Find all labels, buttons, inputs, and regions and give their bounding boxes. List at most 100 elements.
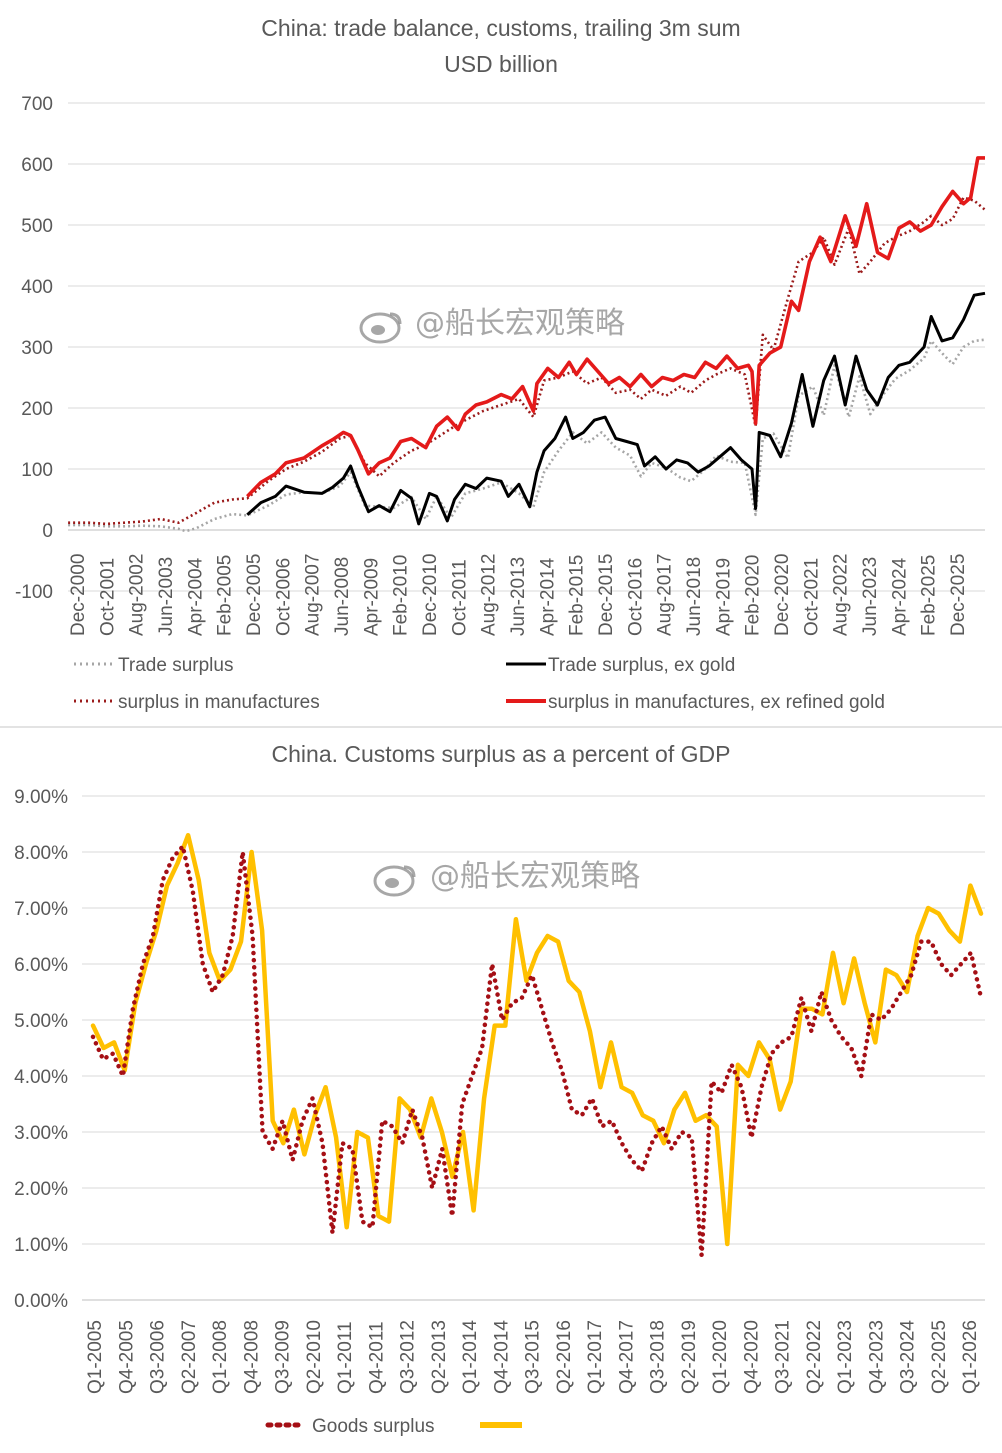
legend-label-goods-surplus: Goods surplus [312, 1416, 435, 1437]
x-tick-label: Q3-2024 [898, 1320, 919, 1394]
y-axis-ticks: 700 600 500 400 300 200 100 0 -100 [15, 94, 53, 603]
series-lines [68, 156, 986, 533]
y-tick-label: 1.00% [14, 1235, 68, 1256]
x-tick-label: Q1-2020 [710, 1320, 731, 1394]
x-tick-label: Q4-2017 [616, 1320, 637, 1394]
x-tick-label: Q2-2010 [304, 1320, 325, 1394]
y-tick-label: 400 [21, 277, 53, 298]
x-tick-label: Apr-2009 [361, 558, 382, 636]
series-line-0 [68, 338, 986, 533]
x-tick-label: Q1-2011 [335, 1321, 356, 1394]
x-tick-label: Q2-2016 [554, 1320, 575, 1394]
y-tick-label: 300 [21, 338, 53, 359]
x-tick-label: Jun-2013 [508, 557, 529, 636]
top-chart-panel: China: trade balance, customs, trailing … [0, 0, 1002, 726]
watermark-text: @船长宏观策略 [415, 306, 625, 341]
x-tick-label: Apr-2004 [185, 557, 206, 636]
x-tick-label: Jun-2003 [156, 557, 177, 636]
y-tick-label: 200 [21, 399, 53, 420]
x-tick-label: Jun-2023 [860, 557, 881, 636]
x-tick-label: Q3-2012 [398, 1320, 419, 1394]
surplus-gdp-chart: China. Customs surplus as a percent of G… [14, 741, 985, 1437]
x-tick-label: Feb-2020 [743, 555, 764, 636]
y-tick-label: 2.00% [14, 1179, 68, 1200]
x-tick-label: Apr-2019 [713, 558, 734, 636]
y-axis-ticks: 9.00% 8.00% 7.00% 6.00% 5.00% 4.00% 3.00% 2.00%… [14, 787, 68, 1312]
gridlines [68, 102, 985, 592]
legend: Goods surplus [265, 1416, 522, 1437]
x-tick-label: Q4-2011 [366, 1321, 387, 1394]
y-tick-label: 9.00% [14, 787, 68, 808]
legend-label-trade-surplus-ex-gold: Trade surplus, ex gold [548, 655, 735, 676]
x-tick-label: Q4-2008 [241, 1320, 262, 1394]
x-tick-label: Jun-2008 [332, 557, 353, 636]
x-tick-label: Dec-2020 [772, 554, 793, 636]
weibo-logo-icon [373, 865, 416, 897]
x-tick-label: Q2-2007 [179, 1320, 200, 1394]
x-tick-label: Q1-2023 [835, 1320, 856, 1394]
x-tick-label: Dec-2025 [948, 554, 969, 636]
y-tick-label: 500 [21, 216, 53, 237]
x-tick-label: Feb-2015 [567, 555, 588, 636]
x-tick-label: Q1-2026 [960, 1320, 981, 1394]
y-tick-label: 4.00% [14, 1067, 68, 1088]
x-tick-label: Aug-2002 [127, 554, 148, 636]
y-tick-label: 700 [21, 94, 53, 115]
x-tick-label: Oct-2021 [801, 558, 822, 636]
chart-title: China: trade balance, customs, trailing … [261, 15, 740, 41]
trade-balance-chart: China: trade balance, customs, trailing … [15, 15, 986, 713]
legend-label-manufactures: surplus in manufactures [118, 692, 320, 713]
chart-subtitle: USD billion [444, 51, 558, 77]
x-tick-label: Jun-2018 [684, 557, 705, 636]
y-tick-label: 0 [42, 521, 53, 542]
x-tick-label: Oct-2011 [449, 559, 470, 636]
x-tick-label: Oct-2016 [625, 558, 646, 636]
x-tick-label: Q3-2006 [148, 1320, 169, 1394]
series-line-2 [68, 196, 986, 526]
x-tick-label: Q2-2022 [804, 1320, 825, 1394]
x-tick-label: Feb-2025 [919, 555, 940, 636]
x-tick-label: Q3-2021 [773, 1320, 794, 1394]
watermark-text: @船长宏观策略 [430, 859, 640, 894]
x-tick-label: Q3-2009 [273, 1320, 294, 1394]
y-tick-label: 3.00% [14, 1123, 68, 1144]
series-line-0 [90, 844, 984, 1258]
x-tick-label: Aug-2022 [831, 554, 852, 636]
legend-label-manufactures-ex-gold: surplus in manufactures, ex refined gold [548, 692, 885, 713]
x-tick-label: Dec-2010 [420, 554, 441, 636]
x-tick-label: Apr-2024 [889, 557, 910, 636]
x-tick-label: Dec-2005 [244, 554, 265, 636]
y-tick-label: -100 [15, 582, 53, 603]
x-tick-label: Aug-2017 [655, 554, 676, 636]
chart-title: China. Customs surplus as a percent of G… [272, 741, 731, 767]
x-tick-label: Aug-2012 [479, 554, 500, 636]
x-tick-label: Q3-2018 [648, 1320, 669, 1394]
x-tick-label: Dec-2000 [68, 554, 89, 636]
x-tick-label: Oct-2006 [273, 558, 294, 636]
x-tick-label: Q4-2005 [116, 1320, 137, 1394]
x-tick-label: Q2-2019 [679, 1320, 700, 1394]
x-tick-label: Q4-2020 [741, 1320, 762, 1394]
y-tick-label: 600 [21, 155, 53, 176]
x-tick-label: Q1-2005 [85, 1320, 106, 1394]
panel-divider [0, 726, 1002, 728]
bottom-chart-panel: China. Customs surplus as a percent of G… [0, 728, 1002, 1453]
x-tick-label: Oct-2001 [97, 558, 118, 636]
x-tick-label: Aug-2007 [303, 554, 324, 636]
legend: Trade surplus Trade surplus, ex gold sur… [74, 655, 885, 713]
y-tick-label: 7.00% [14, 899, 68, 920]
legend-label-trade-surplus: Trade surplus [118, 655, 233, 676]
x-tick-label: Q3-2015 [523, 1320, 544, 1394]
series-lines [90, 832, 984, 1258]
y-tick-label: 6.00% [14, 955, 68, 976]
x-tick-label: Q4-2014 [491, 1320, 512, 1394]
series-line-1 [90, 832, 984, 1247]
y-tick-label: 8.00% [14, 843, 68, 864]
x-tick-label: Dec-2015 [596, 554, 617, 636]
x-axis-ticks: Q1-2005 Q4-2005 Q3-2006 Q2-2007 Q1-2008 Q4-20… [85, 1320, 981, 1394]
x-axis-ticks: Dec-2000 Oct-2001 Aug-2002 Jun-2003 Apr-2004… [68, 554, 969, 636]
x-tick-label: Q1-2017 [585, 1320, 606, 1394]
x-tick-label: Q4-2023 [866, 1320, 887, 1394]
x-tick-label: Apr-2014 [537, 557, 558, 636]
x-tick-label: Q1-2008 [210, 1320, 231, 1394]
